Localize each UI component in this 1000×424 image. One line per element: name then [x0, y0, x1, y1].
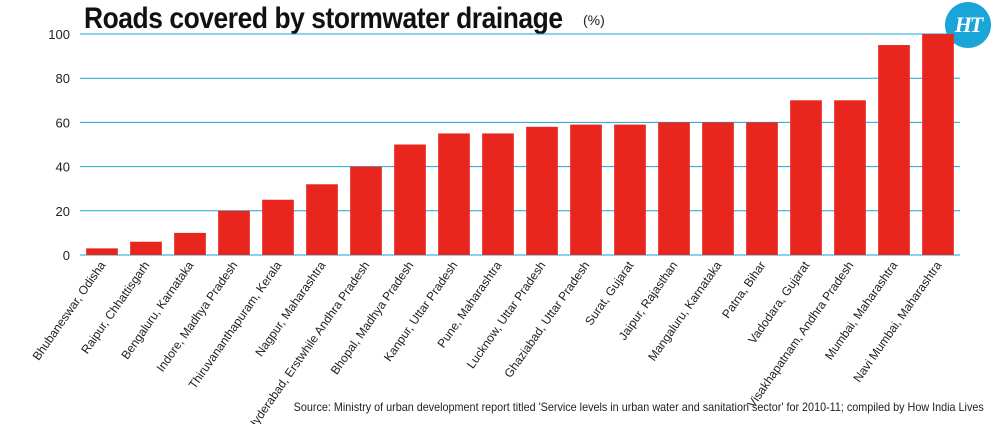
bar: [922, 34, 954, 255]
bar: [218, 210, 250, 255]
bar: [834, 100, 866, 255]
bar: [526, 126, 558, 255]
x-tick-label: Bhopal, Madhya Pradesh: [328, 259, 417, 377]
x-tick-label: Patna, Bihar: [719, 259, 768, 321]
bar: [570, 124, 602, 255]
y-tick-label: 100: [48, 27, 70, 42]
bar: [746, 122, 778, 256]
bar: [350, 166, 382, 255]
bar: [482, 133, 514, 255]
x-tick-label: Ghaziabad, Uttar Pradesh: [501, 259, 592, 381]
bar: [306, 184, 338, 255]
x-tick-label: Indore, Madhya Pradesh: [154, 259, 241, 375]
y-tick-label: 0: [63, 248, 70, 263]
y-tick-label: 80: [56, 71, 70, 86]
bar: [790, 100, 822, 255]
y-axis-ticks: 0 20 40 60 80 100: [48, 27, 70, 263]
bars: [86, 34, 954, 256]
bar: [878, 45, 910, 255]
x-tick-label: Lucknow, Uttar Pradesh: [464, 259, 549, 371]
y-tick-label: 60: [56, 115, 70, 130]
chart-unit: (%): [583, 12, 605, 28]
bar: [262, 199, 294, 255]
y-tick-label: 20: [56, 204, 70, 219]
bar: [702, 122, 734, 256]
bar: [614, 124, 646, 255]
bar: [438, 133, 470, 255]
gridlines: [80, 33, 960, 256]
y-tick-label: 40: [56, 160, 70, 175]
chart-title: Roads covered by stormwater drainage: [84, 2, 563, 35]
bar: [86, 248, 118, 255]
x-tick-label: Navi Mumbai, Maharashtra: [850, 258, 944, 384]
bar: [174, 232, 206, 255]
bar: [130, 241, 162, 255]
x-tick-label: Bhubaneswar, Odisha: [30, 258, 109, 362]
source-note: Source: Ministry of urban development re…: [293, 400, 984, 414]
bar: [658, 122, 690, 256]
bar: [394, 144, 426, 255]
